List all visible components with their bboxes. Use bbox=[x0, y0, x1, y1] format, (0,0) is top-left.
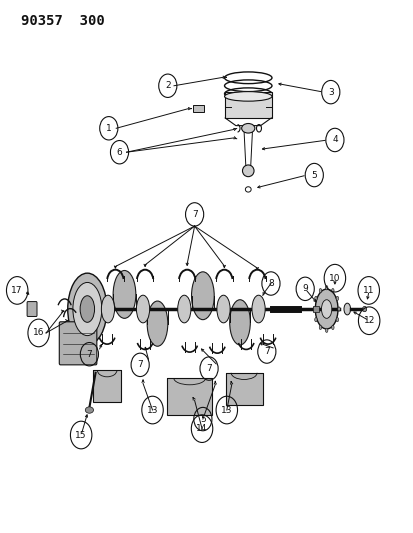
Ellipse shape bbox=[337, 307, 339, 311]
Ellipse shape bbox=[136, 295, 149, 323]
Ellipse shape bbox=[241, 124, 254, 133]
Text: 7: 7 bbox=[191, 210, 197, 219]
Text: 7: 7 bbox=[137, 360, 142, 369]
Text: 13: 13 bbox=[221, 406, 232, 415]
Text: 7: 7 bbox=[86, 350, 92, 359]
Bar bbox=[312, 306, 318, 312]
Text: 15: 15 bbox=[75, 431, 87, 440]
Ellipse shape bbox=[362, 306, 366, 312]
Text: 90357  300: 90357 300 bbox=[21, 14, 105, 28]
Ellipse shape bbox=[191, 272, 214, 320]
Ellipse shape bbox=[325, 286, 327, 290]
Ellipse shape bbox=[147, 301, 167, 346]
FancyBboxPatch shape bbox=[225, 373, 262, 405]
Ellipse shape bbox=[315, 289, 337, 329]
Ellipse shape bbox=[318, 288, 321, 293]
FancyBboxPatch shape bbox=[27, 302, 37, 317]
Ellipse shape bbox=[101, 295, 114, 323]
Bar bbox=[192, 105, 204, 112]
FancyBboxPatch shape bbox=[59, 322, 97, 365]
Ellipse shape bbox=[68, 273, 107, 345]
Ellipse shape bbox=[80, 296, 94, 322]
FancyBboxPatch shape bbox=[93, 370, 121, 402]
Ellipse shape bbox=[229, 300, 250, 345]
Text: 1: 1 bbox=[106, 124, 112, 133]
FancyBboxPatch shape bbox=[224, 92, 271, 118]
Text: 8: 8 bbox=[268, 279, 273, 288]
Ellipse shape bbox=[252, 295, 265, 323]
Text: 11: 11 bbox=[362, 286, 374, 295]
Text: 6: 6 bbox=[116, 148, 122, 157]
Text: 2: 2 bbox=[165, 81, 170, 90]
Ellipse shape bbox=[242, 165, 254, 176]
Ellipse shape bbox=[73, 282, 102, 336]
Ellipse shape bbox=[335, 318, 338, 322]
Ellipse shape bbox=[314, 318, 316, 322]
Ellipse shape bbox=[318, 325, 321, 329]
Ellipse shape bbox=[113, 270, 135, 318]
Ellipse shape bbox=[312, 307, 315, 311]
Text: 5: 5 bbox=[311, 171, 316, 180]
Text: 7: 7 bbox=[263, 347, 269, 356]
Text: 9: 9 bbox=[301, 284, 307, 293]
Text: 7: 7 bbox=[206, 364, 211, 373]
Ellipse shape bbox=[224, 92, 271, 101]
Ellipse shape bbox=[331, 288, 333, 293]
Text: 17: 17 bbox=[12, 286, 23, 295]
Text: 12: 12 bbox=[363, 316, 374, 325]
Text: 10: 10 bbox=[328, 273, 340, 282]
Ellipse shape bbox=[216, 295, 230, 323]
Ellipse shape bbox=[343, 303, 350, 315]
Ellipse shape bbox=[314, 296, 316, 301]
Ellipse shape bbox=[325, 328, 327, 333]
Text: 13: 13 bbox=[147, 406, 158, 415]
Ellipse shape bbox=[177, 295, 190, 323]
Text: 16: 16 bbox=[33, 328, 44, 337]
Text: 3: 3 bbox=[327, 87, 333, 96]
Ellipse shape bbox=[335, 296, 338, 301]
Ellipse shape bbox=[321, 300, 331, 318]
Text: 5: 5 bbox=[199, 415, 205, 424]
Text: 14: 14 bbox=[196, 424, 207, 433]
Text: 4: 4 bbox=[331, 135, 337, 144]
Ellipse shape bbox=[331, 325, 333, 329]
FancyBboxPatch shape bbox=[166, 378, 212, 415]
Ellipse shape bbox=[85, 407, 93, 413]
